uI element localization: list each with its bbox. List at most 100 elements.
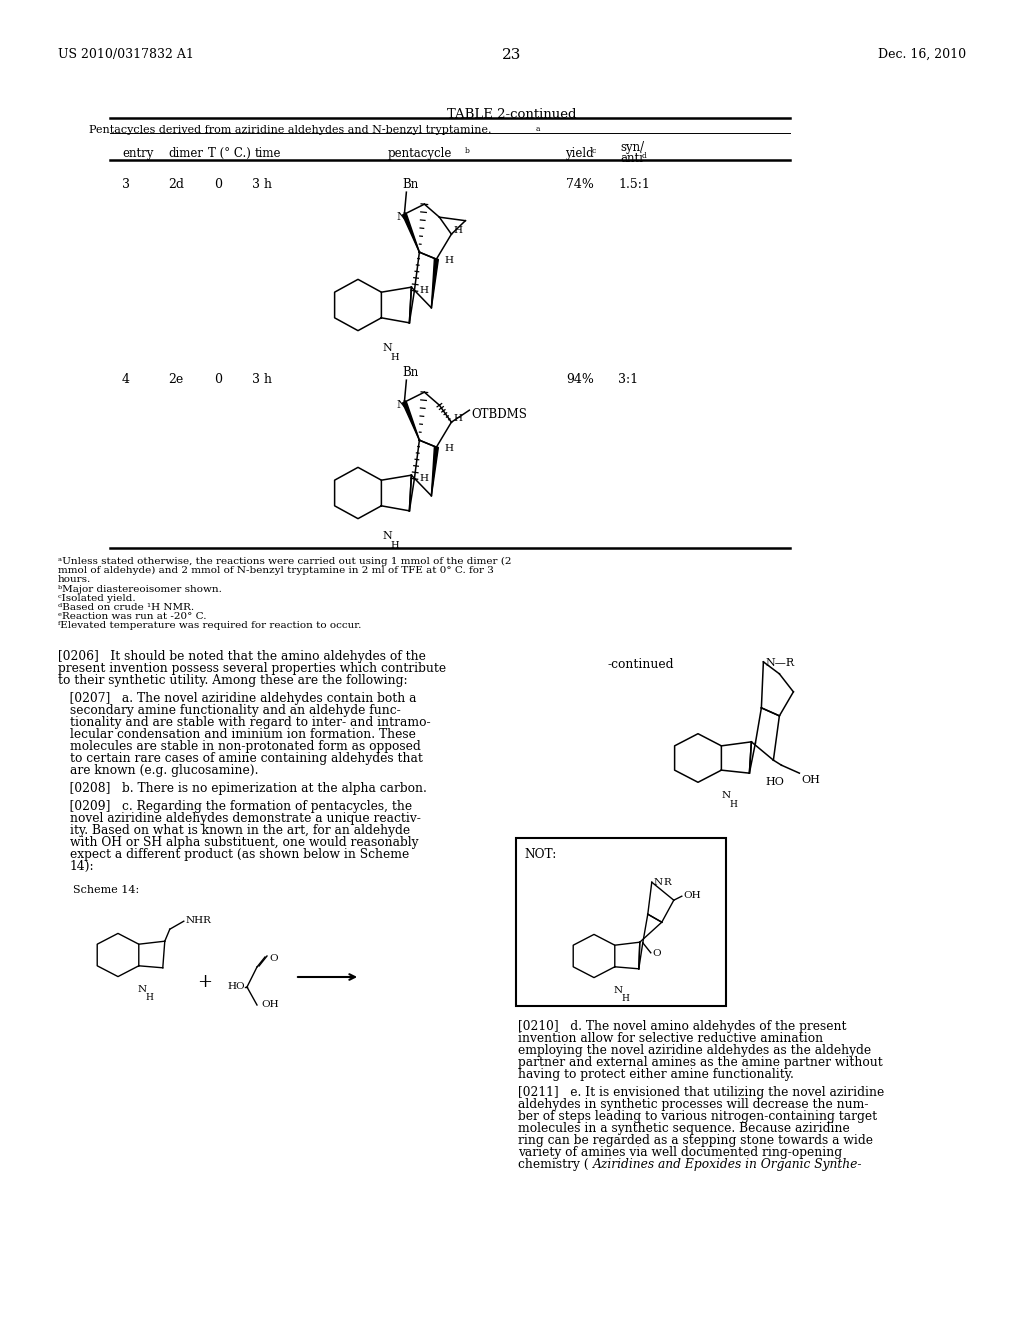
Text: Dec. 16, 2010: Dec. 16, 2010 (878, 48, 966, 61)
Text: OH: OH (802, 775, 820, 785)
Text: O: O (652, 949, 662, 958)
Text: O: O (269, 954, 278, 964)
Text: 0: 0 (214, 178, 222, 191)
Text: b: b (465, 147, 470, 154)
Text: H: H (622, 994, 630, 1003)
Text: +: + (197, 973, 212, 991)
Text: mmol of aldehyde) and 2 mmol of N-benzyl tryptamine in 2 ml of TFE at 0° C. for : mmol of aldehyde) and 2 mmol of N-benzyl… (58, 566, 494, 576)
Text: invention allow for selective reductive amination: invention allow for selective reductive … (518, 1032, 823, 1045)
Polygon shape (402, 401, 420, 440)
Text: H: H (729, 800, 737, 809)
Text: dimer: dimer (168, 147, 203, 160)
Text: present invention possess several properties which contribute: present invention possess several proper… (58, 663, 446, 675)
Text: employing the novel aziridine aldehydes as the aldehyde: employing the novel aziridine aldehydes … (518, 1044, 871, 1057)
Text: 3: 3 (122, 178, 130, 191)
Text: lecular condensation and iminium ion formation. These: lecular condensation and iminium ion for… (70, 729, 416, 741)
Text: 1.5:1: 1.5:1 (618, 178, 650, 191)
Text: H: H (454, 414, 463, 424)
Text: H: H (390, 541, 399, 550)
Text: having to protect either amine functionality.: having to protect either amine functiona… (518, 1068, 794, 1081)
Text: -continued: -continued (608, 657, 675, 671)
Text: ᵈBased on crude ¹H NMR.: ᵈBased on crude ¹H NMR. (58, 603, 195, 612)
Text: H: H (145, 993, 154, 1002)
Text: 2d: 2d (168, 178, 184, 191)
Text: N: N (396, 400, 407, 411)
Text: ᵇMajor diastereoisomer shown.: ᵇMajor diastereoisomer shown. (58, 585, 222, 594)
Text: H: H (444, 444, 454, 453)
Polygon shape (431, 259, 438, 308)
Text: N: N (396, 213, 407, 222)
Text: to their synthetic utility. Among these are the following:: to their synthetic utility. Among these … (58, 675, 408, 686)
Text: ring can be regarded as a stepping stone towards a wide: ring can be regarded as a stepping stone… (518, 1134, 873, 1147)
Text: ᶠElevated temperature was required for reaction to occur.: ᶠElevated temperature was required for r… (58, 620, 361, 630)
Bar (516, 838, 726, 1006)
Text: R: R (664, 878, 672, 887)
Text: N: N (382, 531, 392, 541)
Text: to certain rare cases of amine containing aldehydes that: to certain rare cases of amine containin… (70, 752, 423, 766)
Text: Bn: Bn (402, 366, 419, 379)
Text: ity. Based on what is known in the art, for an aldehyde: ity. Based on what is known in the art, … (70, 824, 411, 837)
Text: chemistry (: chemistry ( (518, 1158, 594, 1171)
Text: 0: 0 (214, 374, 222, 385)
Text: a: a (536, 125, 541, 133)
Text: [0206]   It should be noted that the amino aldehydes of the: [0206] It should be noted that the amino… (58, 649, 426, 663)
Text: time: time (255, 147, 282, 160)
Text: T (° C.): T (° C.) (208, 147, 251, 160)
Text: 3 h: 3 h (252, 374, 272, 385)
Text: Pentacycles derived from aziridine aldehydes and N-benzyl tryptamine.: Pentacycles derived from aziridine aldeh… (89, 125, 492, 135)
Text: novel aziridine aldehydes demonstrate a unique reactiv-: novel aziridine aldehydes demonstrate a … (70, 812, 421, 825)
Text: N: N (653, 878, 663, 887)
Text: NOT:: NOT: (524, 847, 556, 861)
Text: partner and external amines as the amine partner without: partner and external amines as the amine… (518, 1056, 883, 1069)
Text: d: d (642, 152, 647, 160)
Text: 23: 23 (503, 48, 521, 62)
Text: N: N (138, 985, 146, 994)
Text: Bn: Bn (402, 178, 419, 191)
Text: tionality and are stable with regard to inter- and intramo-: tionality and are stable with regard to … (70, 715, 431, 729)
Text: ber of steps leading to various nitrogen-containing target: ber of steps leading to various nitrogen… (518, 1110, 878, 1123)
Text: Scheme 14:: Scheme 14: (73, 884, 139, 895)
Text: NHR: NHR (185, 916, 212, 925)
Text: are known (e.g. glucosamine).: are known (e.g. glucosamine). (70, 764, 258, 777)
Text: secondary amine functionality and an aldehyde func-: secondary amine functionality and an ald… (70, 704, 400, 717)
Text: [0211]   e. It is envisioned that utilizing the novel aziridine: [0211] e. It is envisioned that utilizin… (518, 1086, 885, 1100)
Text: hours.: hours. (58, 576, 91, 583)
Text: 14):: 14): (70, 861, 94, 873)
Text: OH: OH (684, 891, 701, 900)
Polygon shape (402, 214, 420, 252)
Text: ᵉReaction was run at -20° C.: ᵉReaction was run at -20° C. (58, 612, 207, 620)
Text: N—R: N—R (765, 657, 795, 668)
Text: [0210]   d. The novel amino aldehydes of the present: [0210] d. The novel amino aldehydes of t… (518, 1020, 847, 1034)
Text: c: c (592, 147, 596, 154)
Text: Aziridines and Epoxides in Organic Synthe-: Aziridines and Epoxides in Organic Synth… (593, 1158, 862, 1171)
Text: variety of amines via well documented ring-opening: variety of amines via well documented ri… (518, 1146, 842, 1159)
Text: OH: OH (261, 1001, 279, 1008)
Text: N: N (721, 791, 730, 800)
Text: ᶜIsolated yield.: ᶜIsolated yield. (58, 594, 135, 603)
Text: H: H (420, 474, 428, 483)
Text: syn/: syn/ (620, 141, 644, 154)
Text: OTBDMS: OTBDMS (471, 408, 527, 421)
Text: ᵃUnless stated otherwise, the reactions were carried out using 1 mmol of the dim: ᵃUnless stated otherwise, the reactions … (58, 557, 512, 566)
Text: N: N (382, 343, 392, 352)
Text: [0209]   c. Regarding the formation of pentacycles, the: [0209] c. Regarding the formation of pen… (58, 800, 412, 813)
Text: US 2010/0317832 A1: US 2010/0317832 A1 (58, 48, 194, 61)
Text: molecules are stable in non-protonated form as opposed: molecules are stable in non-protonated f… (70, 741, 421, 752)
Text: H: H (390, 352, 399, 362)
Text: 3:1: 3:1 (618, 374, 638, 385)
Text: 94%: 94% (566, 374, 594, 385)
Text: H: H (444, 256, 454, 265)
Text: H: H (454, 226, 463, 235)
Text: expect a different product (as shown below in Scheme: expect a different product (as shown bel… (70, 847, 410, 861)
Polygon shape (431, 447, 438, 496)
Text: entry: entry (122, 147, 154, 160)
Text: N: N (613, 986, 623, 995)
Text: molecules in a synthetic sequence. Because aziridine: molecules in a synthetic sequence. Becau… (518, 1122, 850, 1135)
Text: 3 h: 3 h (252, 178, 272, 191)
Text: pentacycle: pentacycle (388, 147, 453, 160)
Text: HO: HO (765, 777, 784, 787)
Text: with OH or SH alpha substituent, one would reasonably: with OH or SH alpha substituent, one wou… (70, 836, 419, 849)
Text: 4: 4 (122, 374, 130, 385)
Text: yield: yield (565, 147, 594, 160)
Text: H: H (420, 286, 428, 294)
